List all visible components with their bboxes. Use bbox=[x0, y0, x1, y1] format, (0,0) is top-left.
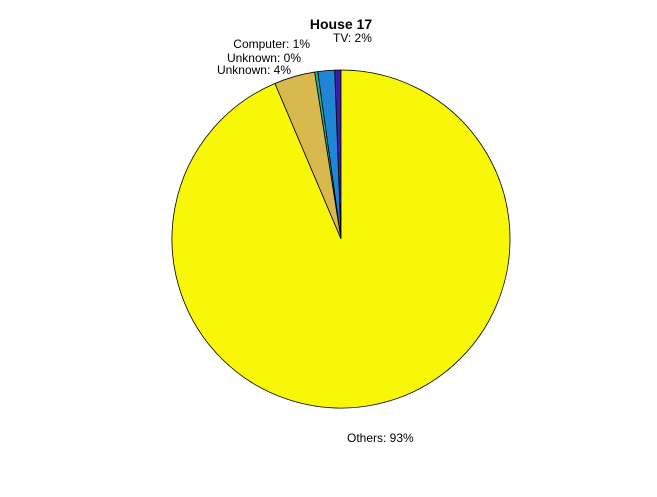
slice-label: TV: 2% bbox=[333, 31, 372, 45]
slice-label: Computer: 1% bbox=[233, 37, 310, 51]
pie-slice bbox=[171, 69, 511, 409]
pie-slices bbox=[171, 69, 511, 409]
pie-labels: TV: 2% Computer: 1%Unknown: 0%Unknown: 4%… bbox=[217, 31, 414, 445]
slice-label: Others: 93% bbox=[347, 431, 414, 445]
slice-label: Unknown: 0% bbox=[227, 51, 301, 65]
chart-title: House 17 bbox=[310, 16, 372, 32]
slice-label: Unknown: 4% bbox=[217, 63, 291, 77]
